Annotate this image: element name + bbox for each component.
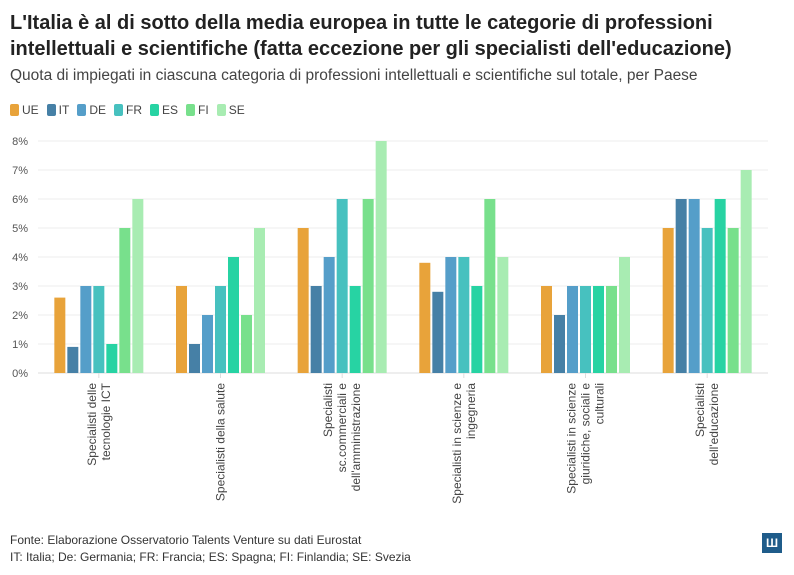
bar-fr [458, 257, 470, 373]
chart-title: L'Italia è al di sotto della media europ… [10, 12, 732, 60]
bar-fi [241, 315, 252, 373]
footer: Fonte: Elaborazione Osservatorio Talents… [10, 532, 411, 566]
legend-swatch [114, 104, 124, 116]
bar-de [202, 315, 213, 373]
bar-fi [484, 199, 496, 373]
legend-item[interactable]: UE [10, 103, 39, 117]
x-category-label: dell'amministrazione [349, 383, 363, 492]
legend-label: IT [58, 103, 70, 117]
x-category-label: giuridiche, sociali e [579, 383, 593, 485]
legend-item[interactable]: FI [186, 103, 209, 117]
legend-label: UE [22, 103, 39, 117]
bar-chart: 0% 1% 2% 3% 4% 5% 6% 7% 8% Specialisti delle tecno… [12, 136, 768, 504]
x-category-label: Specialisti della salute [214, 383, 228, 501]
x-category-label: culturali [593, 383, 607, 424]
legend-item[interactable]: FR [114, 103, 142, 117]
x-category-label: Specialisti in scienze e [450, 383, 464, 504]
bar-fr [93, 286, 105, 373]
bar-se [619, 257, 630, 373]
bar-ue [176, 286, 187, 373]
y-tick-label: 7% [12, 165, 28, 177]
legend-swatch [216, 104, 226, 116]
legend-item[interactable]: ES [150, 103, 178, 117]
bar-se [375, 141, 387, 373]
y-tick-label: 3% [12, 281, 28, 293]
y-tick-label: 0% [12, 368, 28, 380]
y-tick-label: 5% [12, 223, 28, 235]
bar-fr [701, 228, 713, 373]
legend-label: FI [198, 103, 209, 117]
x-category-label: tecnologie ICT [99, 382, 113, 460]
legend-swatch [77, 104, 87, 116]
bar-se [497, 257, 509, 373]
bar-de [688, 199, 700, 373]
legend-swatch [150, 104, 160, 116]
source-note: Fonte: Elaborazione Osservatorio Talents… [10, 533, 362, 547]
bar-fi [362, 199, 374, 373]
legend-label: ES [162, 103, 179, 117]
bar-fi [727, 228, 739, 373]
x-category-label: Specialisti in scienze [565, 383, 579, 494]
bar-de [567, 286, 578, 373]
x-category-label: Specialisti delle [85, 383, 99, 466]
legend: UE IT DE FR ES FI SE [10, 103, 245, 117]
y-tick-label: 8% [12, 136, 28, 148]
legend-item[interactable]: IT [46, 103, 70, 117]
x-category-label: dell'educazione [707, 383, 721, 466]
bar-es [593, 286, 604, 373]
legend-label: FR [126, 103, 143, 117]
y-tick-label: 2% [12, 310, 28, 322]
bar-fr [336, 199, 348, 373]
bar-es [349, 286, 361, 373]
bar-es [106, 344, 118, 373]
abbreviation-note: IT: Italia; De: Germania; FR: Francia; E… [10, 550, 411, 564]
x-category-label: ingegneria [464, 383, 478, 439]
bar-it [310, 286, 322, 373]
x-category-label: sc.commerciali e [335, 383, 349, 473]
x-category-label: Specialisti [693, 383, 707, 437]
bar-de [323, 257, 335, 373]
bar-fr [580, 286, 591, 373]
legend-item[interactable]: SE [216, 103, 245, 117]
y-tick-label: 6% [12, 194, 28, 206]
bar-es [471, 286, 483, 373]
bar-de [445, 257, 457, 373]
bar-it [67, 346, 79, 373]
bar-ue [54, 297, 66, 373]
bar-fr [215, 286, 226, 373]
x-category-label: Specialisti [321, 383, 335, 437]
chart-subtitle: Quota di impiegati in ciascuna categoria… [10, 67, 698, 84]
legend-swatch [186, 104, 196, 116]
y-tick-label: 4% [12, 252, 28, 264]
bar-se [740, 170, 752, 373]
bar-it [189, 344, 200, 373]
bar-ue [419, 262, 431, 373]
y-tick-label: 1% [12, 339, 28, 351]
bar-es [228, 257, 239, 373]
legend-label: SE [228, 103, 245, 117]
bar-ue [297, 228, 309, 373]
bar-es [714, 199, 726, 373]
bar-ue [541, 286, 552, 373]
legend-item[interactable]: DE [77, 103, 106, 117]
brand-logo: Ш [762, 533, 782, 553]
legend-swatch [46, 104, 56, 116]
bar-de [80, 286, 92, 373]
legend-swatch [10, 104, 19, 116]
bar-se [254, 228, 265, 373]
bar-it [554, 315, 565, 373]
bar-it [675, 199, 687, 373]
bar-fi [119, 228, 131, 373]
bar-fi [606, 286, 617, 373]
legend-label: DE [89, 103, 107, 117]
bar-ue [662, 228, 674, 373]
bar-se [132, 199, 144, 373]
bar-it [432, 291, 444, 373]
